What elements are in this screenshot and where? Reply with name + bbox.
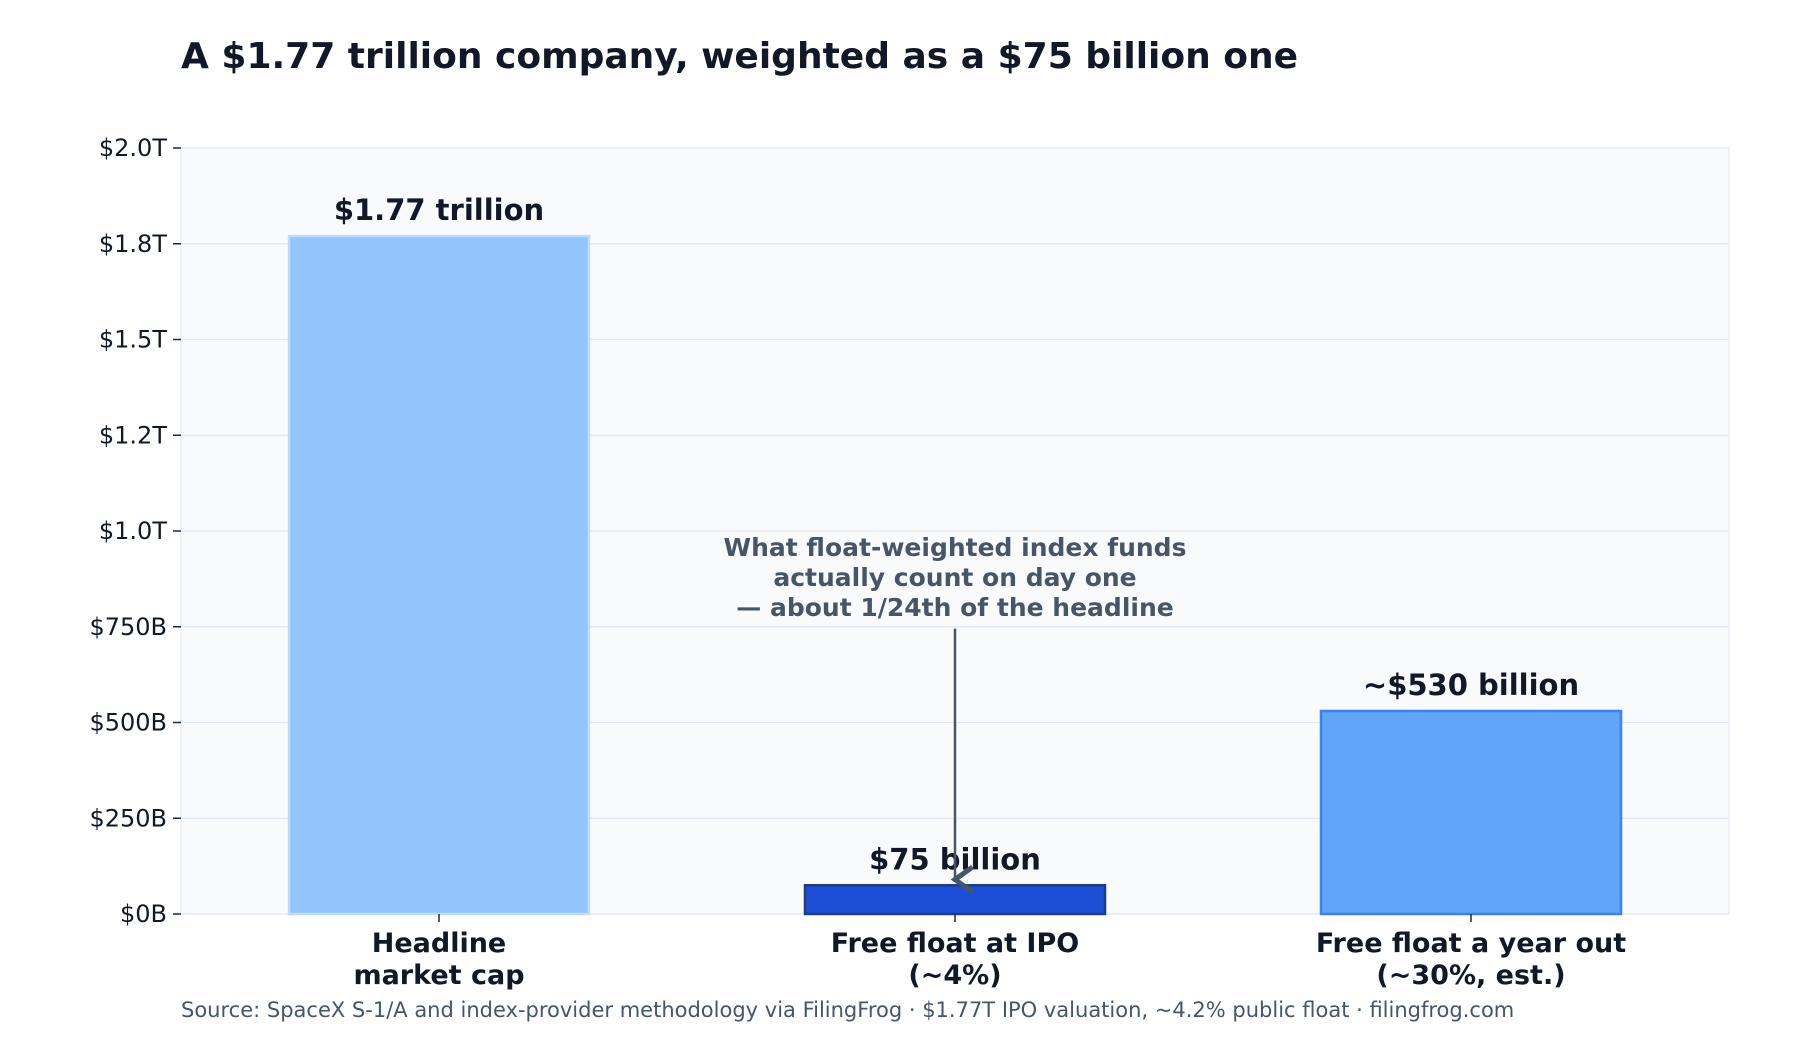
x-tick-label: (~4%) [908,960,1001,991]
y-tick-label: $500B [89,709,167,737]
bar-value-label: ~$530 billion [1363,668,1579,702]
source-note: Source: SpaceX S-1/A and index-provider … [181,998,1515,1022]
y-tick-label: $1.2T [99,421,167,449]
x-tick-label: Free float at IPO [831,928,1079,959]
y-tick-label: $1.8T [99,230,167,258]
x-tick-label: (~30%, est.) [1376,960,1565,991]
y-tick-label: $1.0T [99,517,167,545]
bar [803,884,1107,916]
y-tick-label: $250B [89,804,167,832]
x-tick-label: Free float a year out [1316,928,1626,959]
bar [1319,709,1623,916]
bar [287,234,591,916]
annotation-text: — about 1/24th of the headline [736,593,1173,622]
x-tick-label: market cap [353,960,524,991]
bar-value-label: $1.77 trillion [334,193,544,227]
y-tick-label: $750B [89,613,167,641]
y-tick-label: $1.5T [99,326,167,354]
chart-title: A $1.77 trillion company, weighted as a … [181,36,1299,77]
annotation-text: What float-weighted index funds [724,533,1187,562]
y-tick-label: $0B [120,900,167,928]
x-tick-label: Headline [372,928,507,959]
y-tick-label: $2.0T [99,134,167,162]
annotation-text: actually count on day one [773,563,1136,592]
